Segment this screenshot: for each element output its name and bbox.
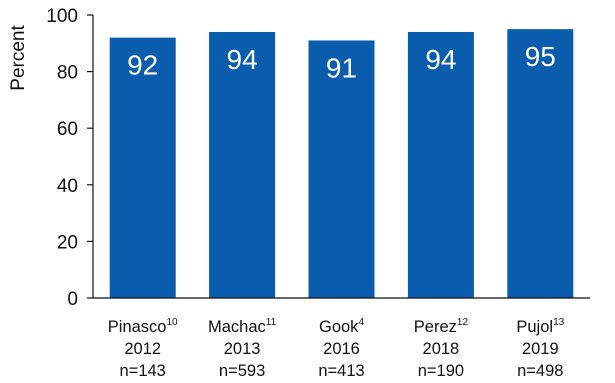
bar-value-label: 92 (127, 50, 158, 81)
category-year: 2018 (423, 340, 460, 358)
bar-value-label: 95 (525, 41, 556, 72)
bar (507, 29, 574, 299)
x-category-label: Perez12 (414, 317, 469, 336)
category-year: 2016 (323, 340, 360, 358)
bar (209, 31, 276, 298)
bar (407, 31, 474, 298)
category-sample-size: n=143 (120, 362, 166, 380)
y-tick-label: 100 (46, 6, 78, 27)
category-name: Pinasco (108, 318, 167, 336)
category-sample-size: n=498 (517, 362, 563, 380)
category-reference: 11 (266, 317, 277, 328)
bar-value-label: 91 (326, 52, 357, 83)
x-category-label: Pinasco10 (108, 317, 178, 336)
category-sample-size: n=593 (219, 362, 265, 380)
y-tick-label: 0 (67, 289, 78, 310)
x-category-label: Machac11 (208, 317, 277, 336)
category-year: 2012 (124, 340, 161, 358)
x-axis: Pinasco10 2012 n=143 Machac11 2013 n=593 Gook4… (93, 297, 590, 380)
category-reference: 13 (553, 317, 565, 328)
y-axis-label: Percent (8, 25, 29, 91)
bars: 92 94 91 94 95 (109, 29, 574, 299)
category-reference: 4 (358, 317, 364, 328)
bar (109, 37, 176, 298)
category-reference: 10 (166, 317, 178, 328)
category-reference: 12 (457, 317, 469, 328)
y-tick-label: 40 (57, 176, 78, 197)
category-year: 2013 (224, 340, 261, 358)
bar-value-label: 94 (425, 44, 456, 75)
category-name: Pujol (516, 318, 553, 336)
y-tick-label: 60 (57, 119, 78, 140)
category-sample-size: n=190 (418, 362, 464, 380)
category-sample-size: n=413 (318, 362, 364, 380)
x-category-label: Pujol13 (516, 317, 564, 336)
category-name: Gook (319, 318, 359, 336)
y-tick-label: 80 (57, 63, 78, 84)
bar-value-label: 94 (227, 44, 258, 75)
x-category-label: Gook4 (319, 317, 364, 336)
category-name: Perez (414, 318, 457, 336)
y-axis: 0 20 40 60 80 100 (46, 6, 94, 310)
category-name: Machac (208, 318, 266, 336)
y-tick-label: 20 (57, 232, 78, 253)
bar (308, 40, 375, 298)
category-year: 2019 (522, 340, 559, 358)
